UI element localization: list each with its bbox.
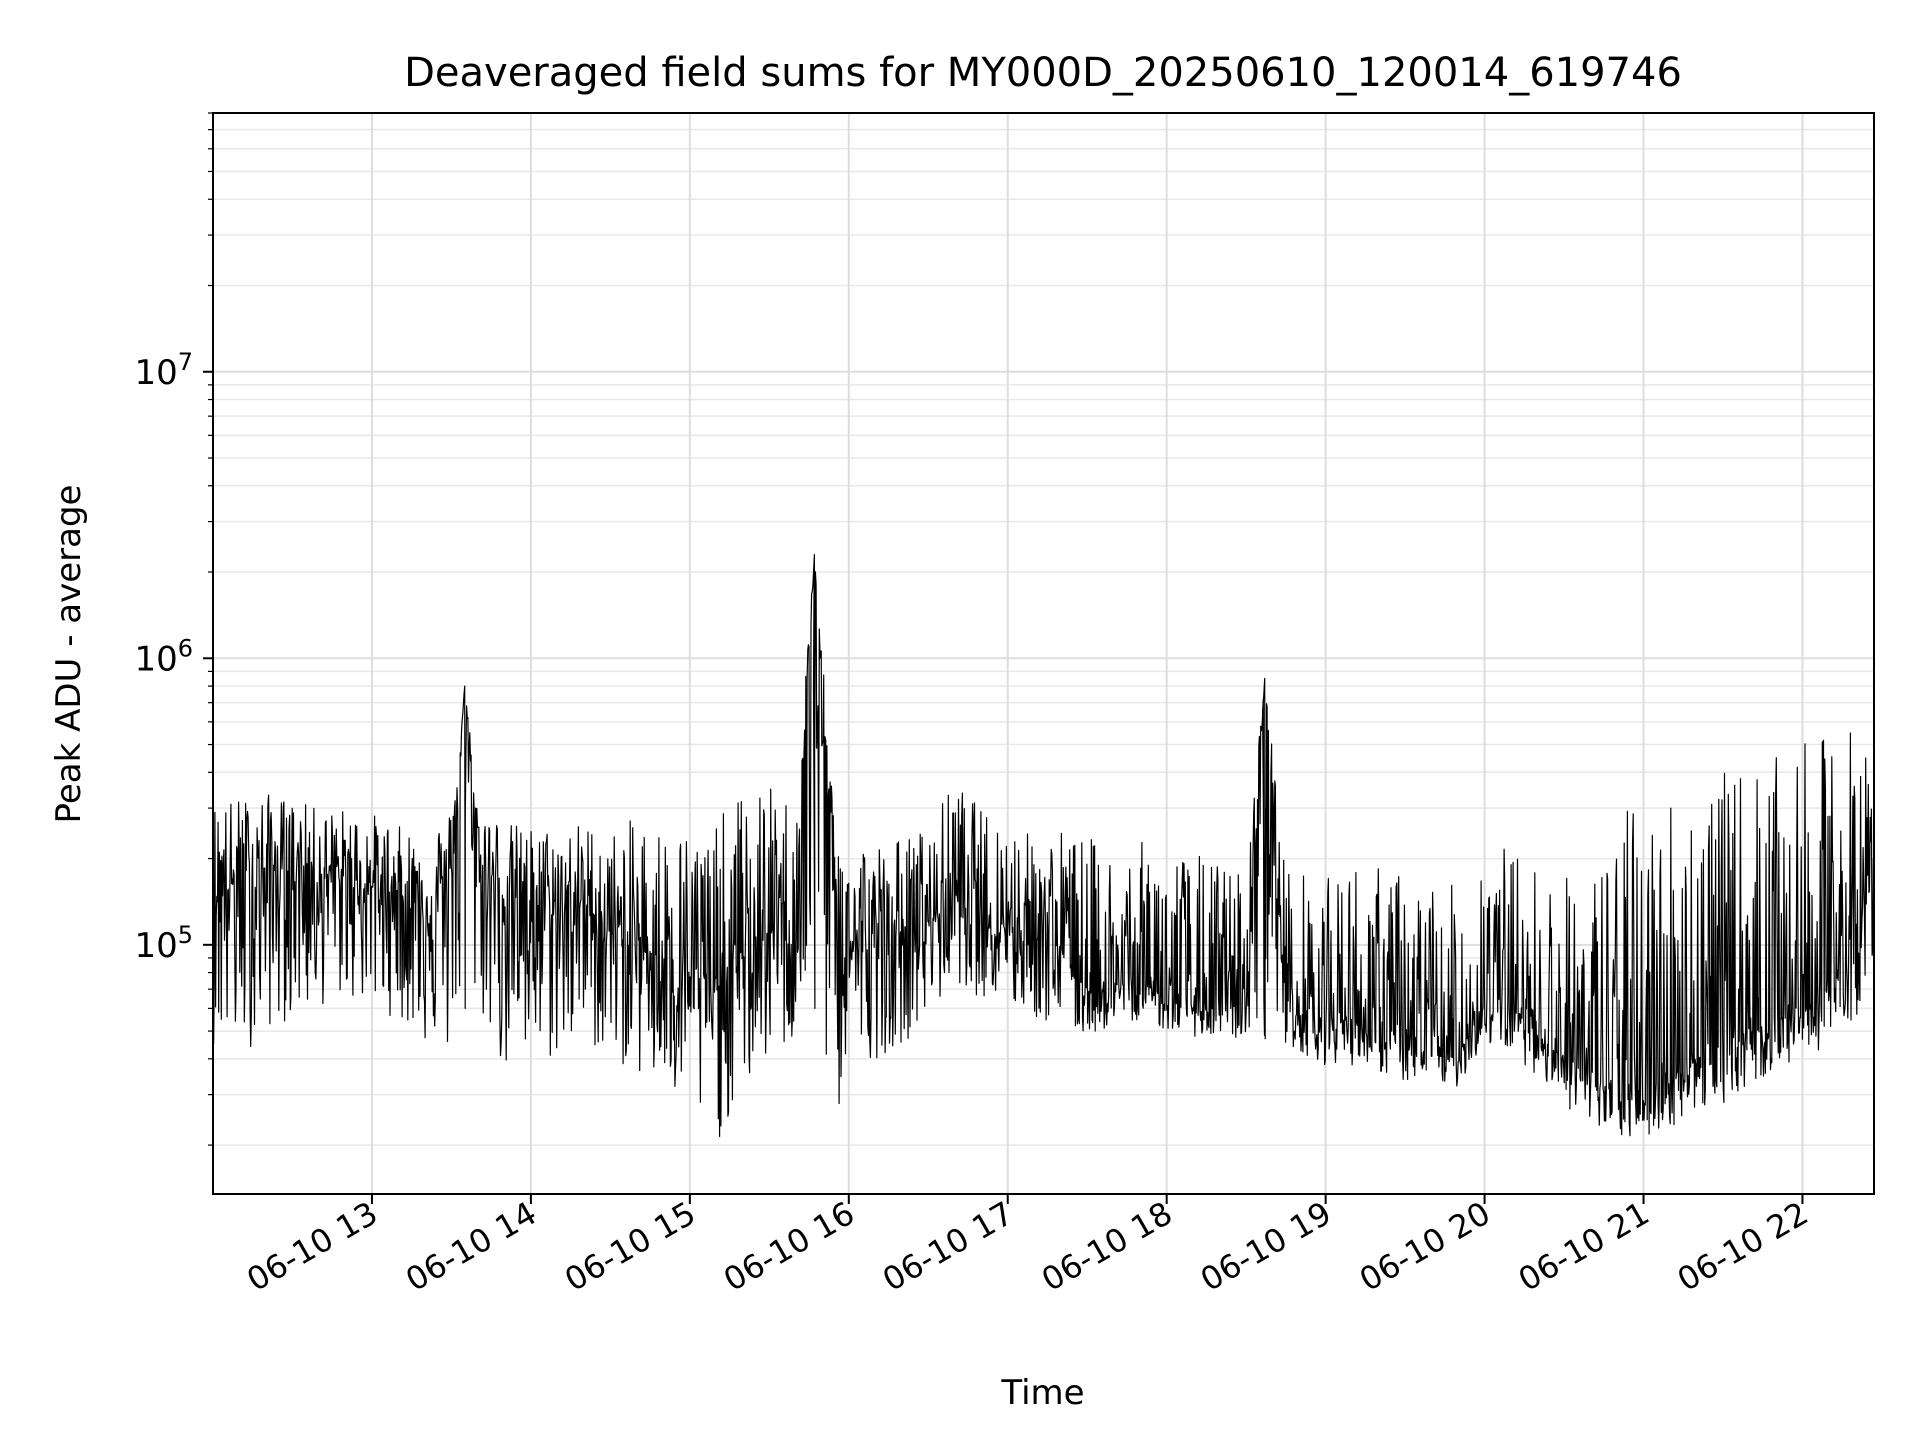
- y-tick-label: 106: [134, 634, 193, 679]
- y-tick-label: 105: [134, 921, 193, 966]
- x-axis-label: Time: [1000, 1373, 1084, 1413]
- y-axis-label: Peak ADU - average: [49, 485, 89, 824]
- chart-title: Deaveraged field sums for MY000D_2025061…: [404, 50, 1682, 96]
- y-axis-ticks: 105 106 107: [134, 112, 213, 1146]
- y-tick-label: 107: [134, 348, 193, 393]
- plot-area-frame: [212, 112, 1875, 1195]
- series-line: [212, 554, 1875, 1138]
- series-group: [212, 554, 1875, 1138]
